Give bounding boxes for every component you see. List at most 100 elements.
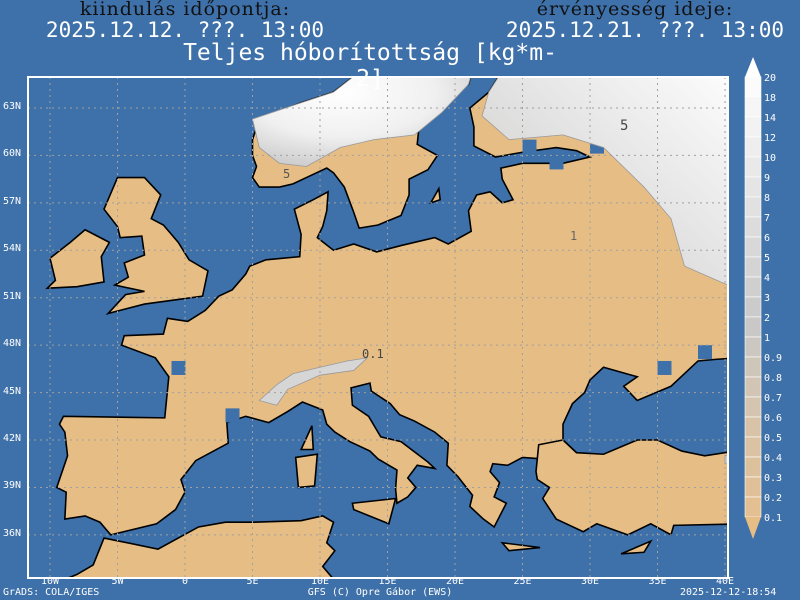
- no-snow-cell: [455, 139, 469, 154]
- colorbar-label: 20: [764, 73, 776, 84]
- land-gotland: [428, 186, 442, 205]
- colorbar-label: 3: [764, 293, 770, 304]
- colorbar-min-arrow: [745, 517, 761, 539]
- colorbar-label: 1: [764, 333, 770, 344]
- lat-label: 51N: [3, 290, 22, 302]
- footer-source: GFS (C) Opre Gábor (EWS): [307, 587, 453, 598]
- colorbar-label: 0.8: [764, 373, 782, 384]
- colorbar-label: 4: [764, 273, 770, 284]
- land-crete: [500, 541, 541, 552]
- land-north-africa: [66, 515, 336, 578]
- map-title: Teljes hóborítottság [kg*m-2]: [183, 40, 557, 92]
- lat-label: 45N: [3, 385, 22, 397]
- land-cyprus: [620, 539, 653, 555]
- colorbar-swatch: [744, 236, 762, 258]
- colorbar-label: 6: [764, 233, 770, 244]
- colorbar-label: 0.3: [764, 473, 782, 484]
- colorbar-swatch: [744, 456, 762, 478]
- colorbar-label: 8: [764, 193, 770, 204]
- colorbar-swatch: [744, 396, 762, 418]
- land-anatolia: [535, 439, 728, 537]
- lat-label: 60N: [3, 148, 22, 160]
- lat-label: 63N: [3, 101, 22, 112]
- colorbar-swatch: [744, 296, 762, 318]
- contour-label: 5: [620, 118, 628, 134]
- lon-label: 5W: [111, 576, 124, 587]
- colorbar-label: 2: [764, 313, 770, 324]
- colorbar-label: 10: [764, 153, 776, 164]
- snow-scandinavia: [252, 77, 471, 167]
- contour-label: 1: [570, 229, 577, 243]
- lon-label: 15E: [378, 576, 397, 587]
- colorbar-label: 0.5: [764, 433, 782, 444]
- snow-layer: [252, 77, 728, 465]
- colorbar-swatch: [744, 316, 762, 338]
- colorbar-swatch: [744, 256, 762, 278]
- land-great-britain: [103, 176, 209, 315]
- valid-time-value: 2025.12.21. ???. 13:00: [505, 18, 785, 42]
- colorbar-swatch: [744, 496, 762, 518]
- colorbar-swatch: [744, 176, 762, 198]
- land-corsica: [299, 425, 315, 451]
- colorbar-swatch: [744, 136, 762, 158]
- colorbar-label: 0.1: [764, 513, 782, 524]
- init-time-value: 2025.12.12. ???. 13:00: [45, 18, 325, 42]
- grid-lines: [28, 77, 728, 578]
- valid-time-label: érvényesség ideje:: [536, 0, 734, 20]
- lat-label: 48N: [3, 338, 22, 350]
- lon-label: 0: [181, 576, 189, 587]
- colorbar-swatch: [744, 436, 762, 458]
- lon-label: 35E: [648, 576, 667, 587]
- lat-label: 42N: [3, 433, 22, 444]
- init-time-label: kiindulás időpontja:: [79, 0, 291, 20]
- contour-label: 5: [283, 167, 290, 181]
- lat-label: 57N: [3, 195, 22, 207]
- colorbar-swatch: [744, 356, 762, 378]
- colorbar-swatch: [744, 76, 762, 98]
- colorbar-swatch: [744, 216, 762, 238]
- colorbar-swatch: [744, 416, 762, 438]
- lon-label: 20E: [445, 576, 465, 587]
- colorbar-swatch: [744, 276, 762, 298]
- lon-label: 5E: [246, 576, 259, 587]
- colorbar-swatch: [744, 476, 762, 498]
- colorbar-swatch: [744, 116, 762, 138]
- colorbar-label: 0.7: [764, 393, 782, 404]
- no-snow-cell: [522, 139, 537, 154]
- colorbar-swatch: [744, 376, 762, 398]
- no-snow-cell: [698, 345, 712, 360]
- snow-alps: [258, 357, 369, 406]
- colorbar: 20 18 14 12 10 9 8 7 6 5 4 3 2 1 0.9 0.8 0.7 0.6 0.5 0.4 0.3…: [744, 57, 782, 539]
- colorbar-label: 0.2: [764, 493, 782, 504]
- colorbar-label: 12: [764, 133, 776, 144]
- colorbar-swatch: [744, 156, 762, 178]
- lat-label: 54N: [3, 243, 22, 255]
- lat-label: 39N: [3, 480, 22, 492]
- no-snow-cell: [549, 155, 564, 170]
- colorbar-label: 0.6: [764, 413, 782, 424]
- colorbar-label: 0.9: [764, 353, 782, 364]
- lat-label: 36N: [3, 527, 22, 539]
- land-ireland: [45, 228, 111, 290]
- colorbar-label: 9: [764, 173, 770, 184]
- colorbar-label: 18: [764, 93, 776, 104]
- no-snow-cell: [657, 360, 672, 375]
- colorbar-label: 5: [764, 253, 770, 264]
- snow-east-europe: [481, 77, 728, 286]
- footer-software: GrADS: COLA/IGES: [3, 587, 100, 598]
- lon-label: 10W: [40, 576, 60, 587]
- colorbar-swatch: [744, 196, 762, 218]
- colorbar-max-arrow: [745, 57, 761, 77]
- footer-timestamp: 2025-12-12-18:54: [680, 587, 777, 598]
- colorbar-label: 7: [764, 213, 770, 224]
- contour-label: 0.1: [362, 347, 384, 361]
- lon-label: 30E: [580, 576, 600, 587]
- land-sicily: [351, 497, 397, 525]
- lon-label: 40E: [715, 576, 735, 587]
- colorbar-label: 14: [764, 113, 776, 124]
- colorbar-label: 0.4: [764, 453, 782, 464]
- map-frame: [27, 76, 729, 579]
- no-snow-cell: [171, 360, 186, 375]
- lon-label: 10E: [310, 576, 330, 587]
